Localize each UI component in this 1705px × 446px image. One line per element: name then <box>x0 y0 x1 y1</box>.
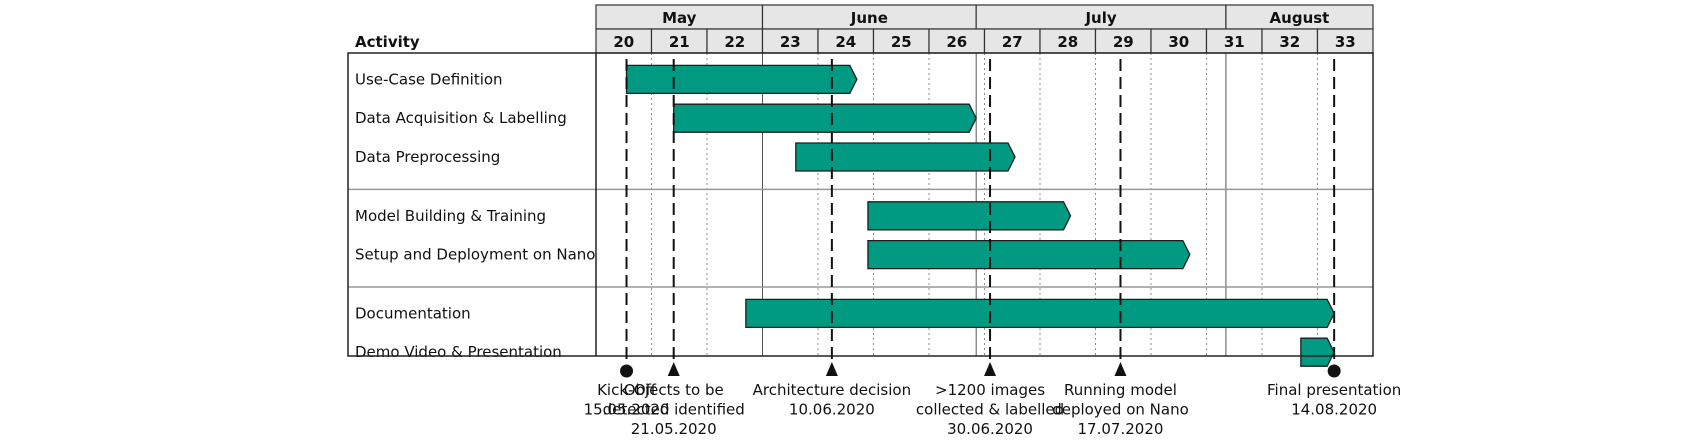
week-header-cell <box>1205 28 1263 54</box>
week-label: 25 <box>891 33 912 51</box>
activity-bar <box>625 64 858 95</box>
week-header-cell <box>983 28 1041 54</box>
month-label: August <box>1270 9 1330 27</box>
activity-bar <box>1300 337 1335 367</box>
milestone-triangle-marker <box>984 362 997 376</box>
activity-label: Model Building & Training <box>355 207 546 225</box>
milestone-label: deployed on Nano <box>1052 401 1189 419</box>
milestone-label: 10.06.2020 <box>789 401 875 419</box>
activity-bar <box>673 103 977 133</box>
milestone-label: Objects to be <box>624 381 724 399</box>
month-label: June <box>850 9 888 27</box>
week-header-cell <box>1316 28 1374 54</box>
activity-bar <box>795 142 1016 172</box>
milestone-label: 17.07.2020 <box>1078 420 1164 438</box>
month-header-cell <box>595 4 764 30</box>
week-label: 30 <box>1168 33 1189 51</box>
milestone-triangle-marker <box>825 362 838 376</box>
activity-label: Documentation <box>355 304 471 322</box>
week-header-cell <box>761 28 819 54</box>
activity-label: Use-Case Definition <box>355 70 503 88</box>
activity-bar <box>745 298 1335 329</box>
activity-label: Data Preprocessing <box>355 148 500 166</box>
week-header-cell <box>1094 28 1152 54</box>
milestone-circle-marker <box>1327 364 1341 378</box>
milestone-label: Kick-Off <box>597 381 657 399</box>
milestone-label: detected identified <box>603 401 745 419</box>
week-label: 22 <box>724 33 745 51</box>
week-label: 28 <box>1057 33 1078 51</box>
activity-header: Activity <box>355 33 420 51</box>
week-header-cell <box>1261 28 1319 54</box>
month-label: July <box>1084 9 1116 27</box>
month-label: May <box>662 9 697 27</box>
activity-bar <box>867 239 1191 270</box>
week-label: 21 <box>669 33 690 51</box>
milestone-label: collected & labelled <box>916 401 1064 419</box>
month-header-cell <box>761 4 977 30</box>
week-label: 24 <box>835 33 856 51</box>
milestone-label: 30.06.2020 <box>947 420 1033 438</box>
activity-bar <box>867 201 1072 231</box>
milestone-label: 14.08.2020 <box>1291 401 1377 419</box>
activity-label: Data Acquisition & Labelling <box>355 109 567 127</box>
activity-label: Setup and Deployment on Nano <box>355 246 595 264</box>
week-label: 31 <box>1224 33 1245 51</box>
week-label: 27 <box>1002 33 1023 51</box>
week-label: 32 <box>1279 33 1300 51</box>
milestone-label: >1200 images <box>935 381 1045 399</box>
activity-label: Demo Video & Presentation <box>355 343 562 361</box>
milestone-circle-marker <box>620 364 634 378</box>
week-label: 26 <box>946 33 967 51</box>
milestone-triangle-marker <box>667 362 680 376</box>
milestone-label: Architecture decision <box>753 381 911 399</box>
month-header-cell <box>1225 4 1374 30</box>
milestone-label: Final presentation <box>1267 381 1401 399</box>
milestone-label: Running model <box>1064 381 1177 399</box>
week-label: 33 <box>1335 33 1356 51</box>
week-label: 20 <box>613 33 634 51</box>
week-label: 23 <box>780 33 801 51</box>
week-header-cell <box>872 28 930 54</box>
milestone-label: 21.05.2020 <box>631 420 717 438</box>
table-frame <box>347 52 1374 357</box>
milestone-label: 15.05.2020 <box>584 401 670 419</box>
week-label: 29 <box>1113 33 1134 51</box>
week-header-cell <box>650 28 708 54</box>
milestone-triangle-marker <box>1114 362 1127 376</box>
